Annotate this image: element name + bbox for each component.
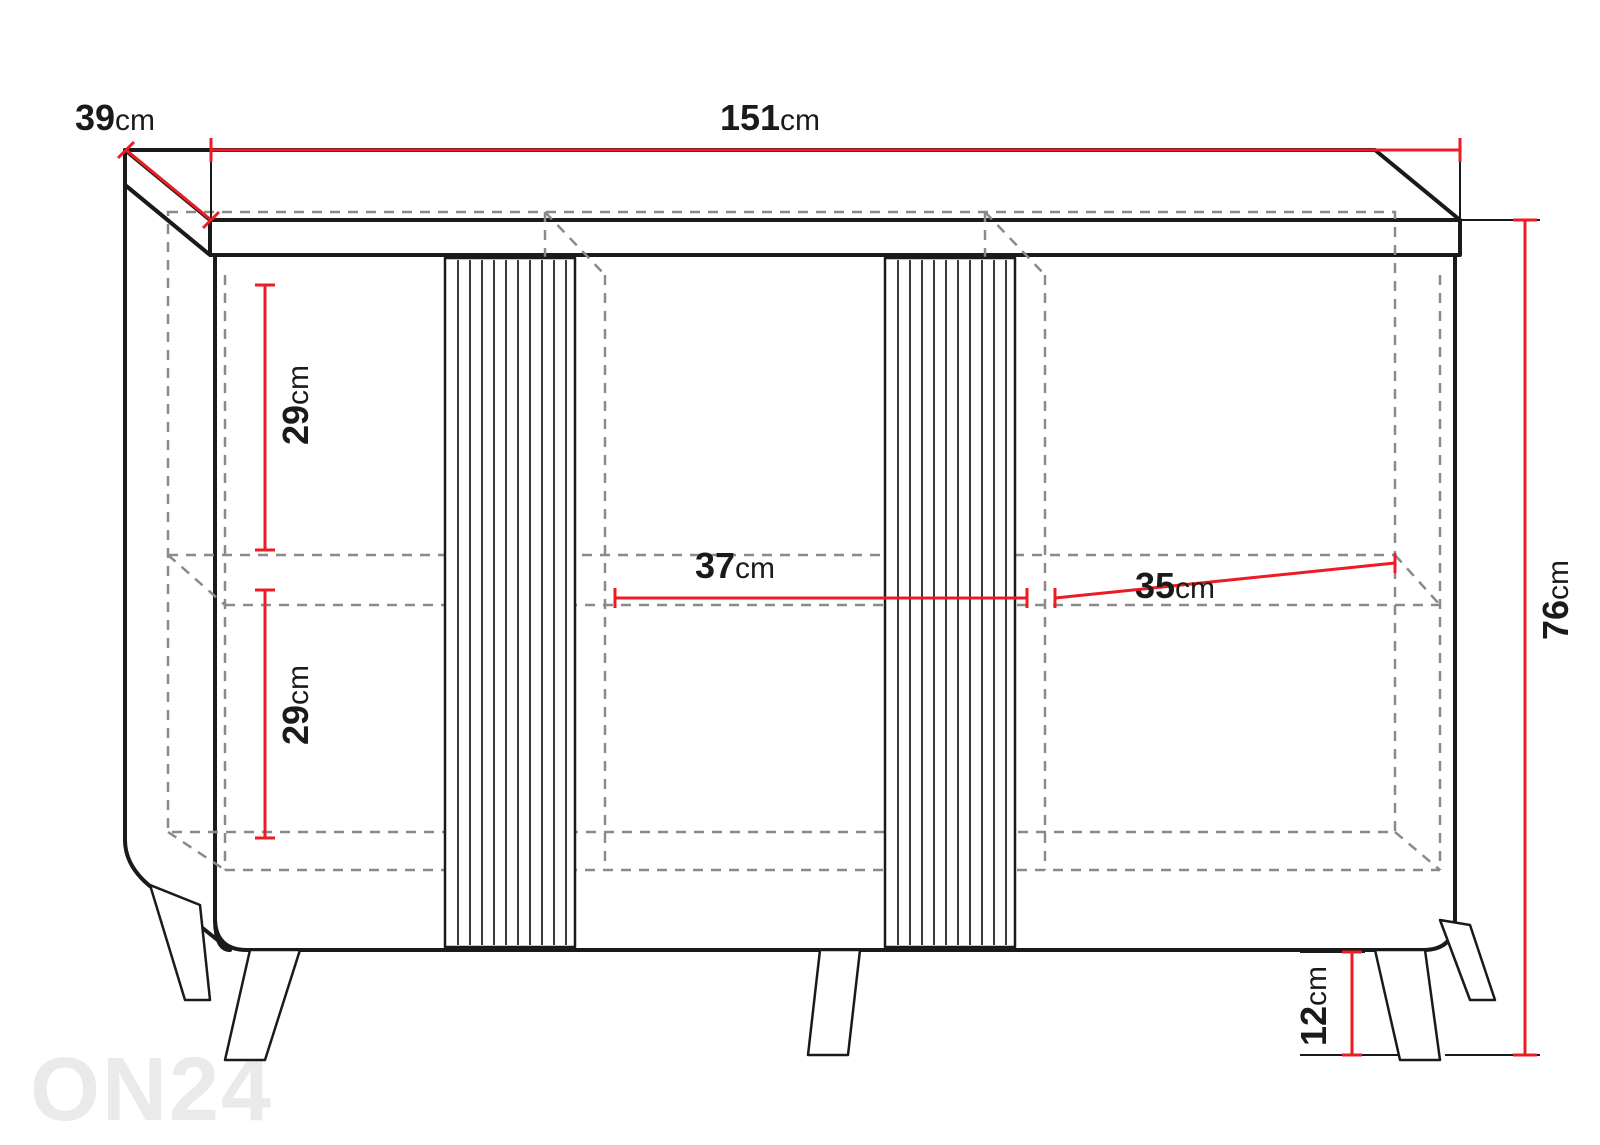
dim-depth-value: 39 [75,97,115,138]
dim-height-unit: cm [1542,560,1575,600]
dim-right-unit: cm [1175,572,1215,605]
dim-mid-value: 37 [695,545,735,586]
fluted-panel-2 [885,258,1015,947]
dim-shelf-lower-unit: cm [282,665,315,705]
dim-width-unit: cm [780,104,820,137]
fluted-panel-1 [445,258,575,947]
dim-width-value: 151 [720,97,780,138]
dim-right-value: 35 [1135,565,1175,606]
furniture-body [125,150,1495,1060]
dim-shelf-lower-value: 29 [275,705,316,745]
dim-shelf-upper-value: 29 [275,405,316,445]
svg-text:29cm: 29cm [275,665,316,745]
svg-text:12cm: 12cm [1293,966,1334,1046]
svg-text:37cm: 37cm [695,545,775,586]
svg-text:29cm: 29cm [275,365,316,445]
dim-leg-unit: cm [1300,966,1333,1006]
dim-shelf-upper-unit: cm [282,365,315,405]
svg-text:151cm: 151cm [720,97,820,138]
dim-depth-unit: cm [115,104,155,137]
dim-leg-value: 12 [1293,1006,1334,1046]
svg-text:39cm: 39cm [75,97,155,138]
svg-text:35cm: 35cm [1135,565,1215,606]
dim-height-value: 76 [1535,600,1576,640]
furniture-dimension-diagram: ON24 [0,0,1600,1145]
dim-mid-unit: cm [735,552,775,585]
svg-text:76cm: 76cm [1535,560,1576,640]
